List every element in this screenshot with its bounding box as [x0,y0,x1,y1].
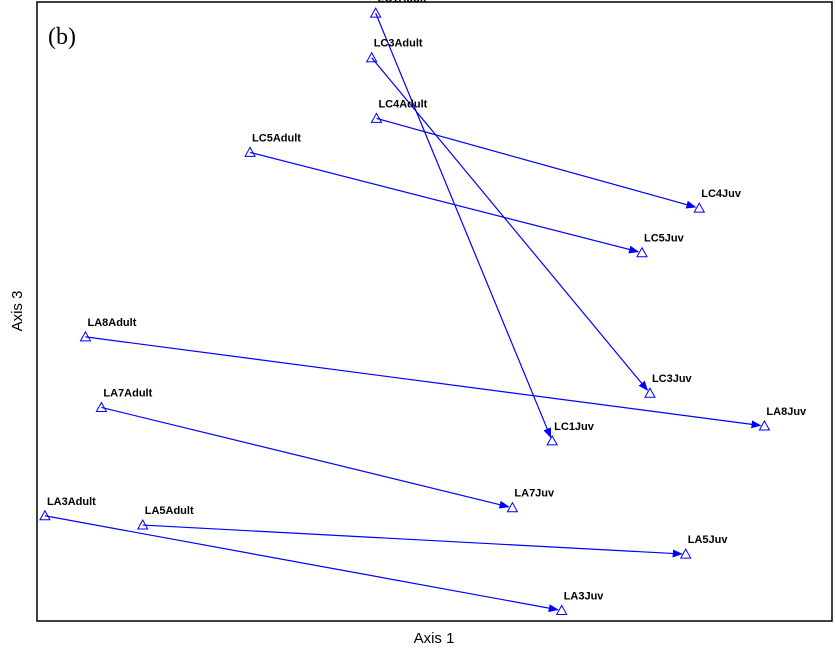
point-label-LA7Adult: LA7Adult [103,387,152,399]
x-axis-label: Axis 1 [414,630,455,647]
point-label-LA7Juv: LA7Juv [514,488,555,500]
arrow-LA8Adult-to-LA8Juv [85,336,762,429]
arrows-layer [44,12,762,613]
point-marker-LC5Adult [244,146,256,157]
arrow-LA5Adult-to-LA5Juv [142,524,683,558]
point-label-LA5Juv: LA5Juv [688,534,729,546]
point-marker-LA3Adult [39,509,51,521]
y-axis-label: Axis 3 [9,291,26,332]
point-marker-LA3Juv [555,604,568,615]
point-label-LC3Adult: LC3Adult [374,38,423,50]
point-label-LC3Juv: LC3Juv [652,373,693,385]
point-marker-LA5Juv [679,548,692,559]
point-marker-LC5Juv [636,246,648,258]
point-label-LC5Juv: LC5Juv [644,233,685,245]
points-layer: LC1Adult LC3Adult LC4Adult LC5Adult LA8Adult… [39,0,807,615]
arrow-LA7Adult-to-LA7Juv [101,406,510,509]
point-label-LC4Adult: LC4Adult [378,98,427,110]
point-label-LA5Adult: LA5Adult [145,505,194,517]
point-marker-LA5Adult [136,519,149,530]
arrow-LA3Adult-to-LA3Juv [44,515,559,613]
arrow-LC1Adult-to-LC1Juv [375,12,552,439]
panel-label: (b) [48,24,76,50]
point-label-LA3Adult: LA3Adult [47,496,96,508]
arrow-LC4Adult-to-LC4Juv [376,117,697,209]
point-label-LC4Juv: LC4Juv [701,188,742,200]
point-marker-LA7Juv [506,501,519,513]
point-label-LC1Juv: LC1Juv [554,421,595,433]
arrow-LC3Adult-to-LC3Juv [371,57,649,391]
point-marker-LA8Juv [758,419,771,431]
point-label-LC1Adult: LC1Adult [378,0,427,5]
point-label-LA8Juv: LA8Juv [766,406,807,418]
point-marker-LC3Adult [365,51,378,63]
point-marker-LA7Adult [95,401,108,412]
point-marker-LC1Juv [546,434,559,446]
point-label-LC5Adult: LC5Adult [252,132,301,144]
arrow-LC5Adult-to-LC5Juv [249,151,640,254]
point-marker-LC3Juv [644,387,656,398]
point-marker-LC4Juv [693,202,706,213]
point-label-LA8Adult: LA8Adult [87,317,136,329]
point-marker-LC1Adult [369,7,382,18]
plot-frame [36,1,833,622]
point-marker-LA8Adult [79,330,92,342]
point-marker-LC4Adult [370,112,383,123]
point-label-LA3Juv: LA3Juv [564,590,605,602]
